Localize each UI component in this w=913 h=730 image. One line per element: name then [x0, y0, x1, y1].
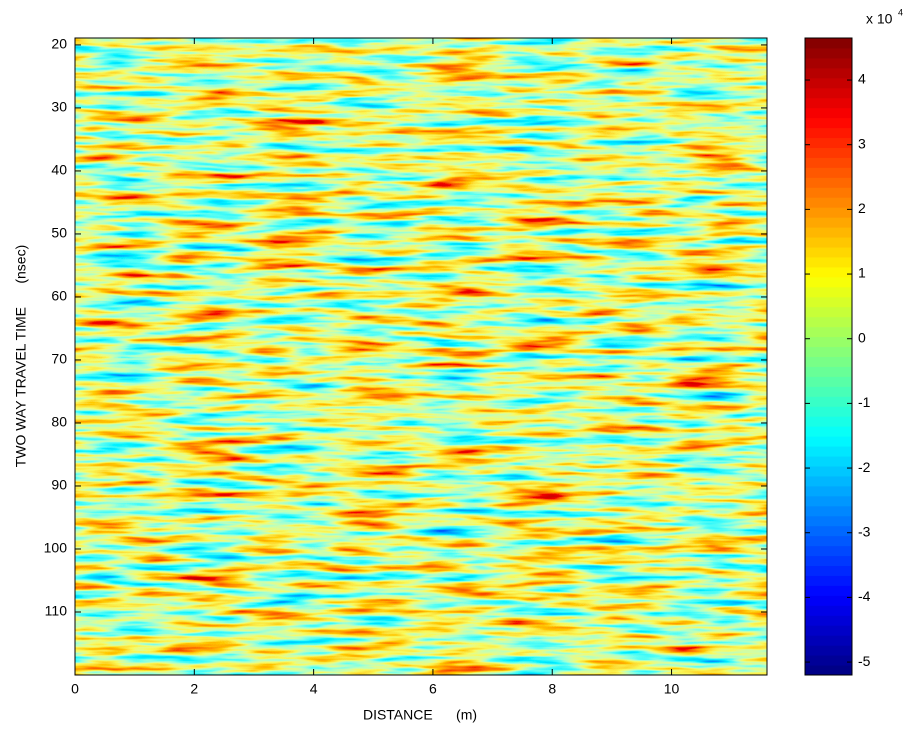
colorbar-swatch — [805, 127, 852, 139]
colorbar-swatch — [805, 286, 852, 298]
colorbar-swatch — [805, 237, 852, 248]
colorbar-swatch — [805, 47, 852, 59]
y-tick-label: 80 — [51, 414, 67, 430]
y-tick-label: 20 — [51, 36, 67, 52]
colorbar-swatch — [805, 456, 852, 467]
y-tick-label: 70 — [51, 351, 67, 367]
colorbar-swatch — [805, 157, 852, 168]
colorbar-tick-label: -4 — [858, 588, 871, 604]
colorbar-label: x 10 — [866, 11, 893, 27]
colorbar-swatch — [805, 97, 852, 109]
colorbar-swatch — [805, 406, 852, 417]
colorbar-tick-label: 0 — [858, 329, 866, 345]
colorbar-swatch — [805, 346, 852, 357]
colorbar-swatch — [805, 635, 852, 646]
colorbar-swatch — [805, 217, 852, 228]
colorbar-swatch — [805, 247, 852, 258]
x-tick-label: 6 — [429, 681, 437, 697]
colorbar-swatch — [805, 366, 852, 377]
colorbar-swatch — [805, 177, 852, 188]
y-tick-label: 110 — [45, 603, 68, 619]
colorbar-swatch — [805, 645, 852, 656]
colorbar-swatch — [805, 87, 852, 99]
x-tick-label: 8 — [548, 681, 556, 697]
colorbar-swatch — [805, 107, 852, 119]
colorbar-swatch — [805, 256, 852, 268]
colorbar-swatch — [805, 436, 852, 447]
plot-frame — [74, 37, 768, 676]
colorbar-swatch — [805, 505, 852, 517]
colorbar-swatch — [805, 655, 852, 666]
colorbar-swatch — [805, 575, 852, 586]
y-axis-label: TWO WAY TRAVEL TIME (nsec) — [13, 245, 29, 467]
colorbar-swatch — [805, 665, 852, 676]
colorbar-swatch — [805, 207, 852, 218]
x-tick-label: 0 — [71, 681, 79, 697]
colorbar-swatch — [805, 625, 852, 636]
x-tick-label: 2 — [190, 681, 198, 697]
colorbar-swatch — [805, 386, 852, 397]
colorbar-tick-label: -3 — [858, 523, 871, 539]
y-tick-label: 60 — [51, 288, 67, 304]
colorbar-swatch — [805, 525, 852, 537]
colorbar-swatch — [805, 535, 852, 547]
colorbar-swatch — [805, 67, 852, 79]
colorbar-swatch — [805, 565, 852, 576]
colorbar-swatch — [805, 465, 852, 477]
colorbar-swatch — [805, 495, 852, 507]
x-axis-label: DISTANCE (m) — [363, 707, 477, 723]
colorbar-swatch — [805, 585, 852, 596]
x-tick-label: 4 — [310, 681, 318, 697]
colorbar-swatch — [805, 396, 852, 407]
colorbar-tick-label: -2 — [858, 459, 871, 475]
colorbar-exponent: 4 — [898, 7, 903, 17]
colorbar-frame — [804, 37, 853, 676]
colorbar-tick-label: 1 — [858, 265, 866, 281]
colorbar-swatch — [805, 485, 852, 497]
colorbar-swatch — [805, 276, 852, 288]
colorbar-swatch — [805, 545, 852, 557]
colorbar-swatch — [805, 147, 852, 158]
colorbar-swatch — [805, 306, 852, 318]
y-tick-label: 40 — [51, 162, 67, 178]
colorbar-swatch — [805, 595, 852, 606]
colorbar-swatch — [805, 356, 852, 367]
y-tick-label: 50 — [51, 225, 67, 241]
colorbar-swatch — [805, 117, 852, 129]
x-tick-label: 10 — [664, 681, 680, 697]
colorbar-swatch — [805, 475, 852, 487]
colorbar-swatch — [805, 376, 852, 387]
colorbar-swatch — [805, 336, 852, 348]
colorbar-tick-label: 4 — [858, 71, 866, 87]
colorbar-swatch — [805, 57, 852, 69]
colorbar-swatch — [805, 446, 852, 457]
colorbar-swatch — [805, 77, 852, 89]
colorbar-swatch — [805, 416, 852, 427]
colorbar-tick-label: -1 — [858, 394, 871, 410]
y-tick-label: 30 — [51, 99, 67, 115]
colorbar-swatch — [805, 167, 852, 178]
colorbar-swatch — [805, 137, 852, 148]
colorbar-swatch — [805, 266, 852, 278]
colorbar-tick-label: 3 — [858, 135, 866, 151]
colorbar-swatch — [805, 227, 852, 238]
colorbar-swatch — [805, 615, 852, 626]
colorbar-swatch — [805, 326, 852, 338]
colorbar-swatch — [805, 197, 852, 208]
colorbar-swatch — [805, 515, 852, 527]
y-tick-label: 100 — [44, 540, 68, 556]
colorbar-swatch — [805, 187, 852, 198]
colorbar-swatch — [805, 605, 852, 616]
colorbar-swatch — [805, 38, 852, 49]
y-tick-label: 90 — [51, 477, 67, 493]
colorbar-swatch — [805, 426, 852, 437]
radargram-image — [75, 38, 767, 675]
colorbar-tick-label: -5 — [858, 653, 871, 669]
colorbar-swatch — [805, 555, 852, 567]
colorbar-tick-label: 2 — [858, 200, 866, 216]
colorbar-swatch — [805, 316, 852, 328]
colorbar — [805, 38, 852, 676]
colorbar-swatch — [805, 296, 852, 308]
